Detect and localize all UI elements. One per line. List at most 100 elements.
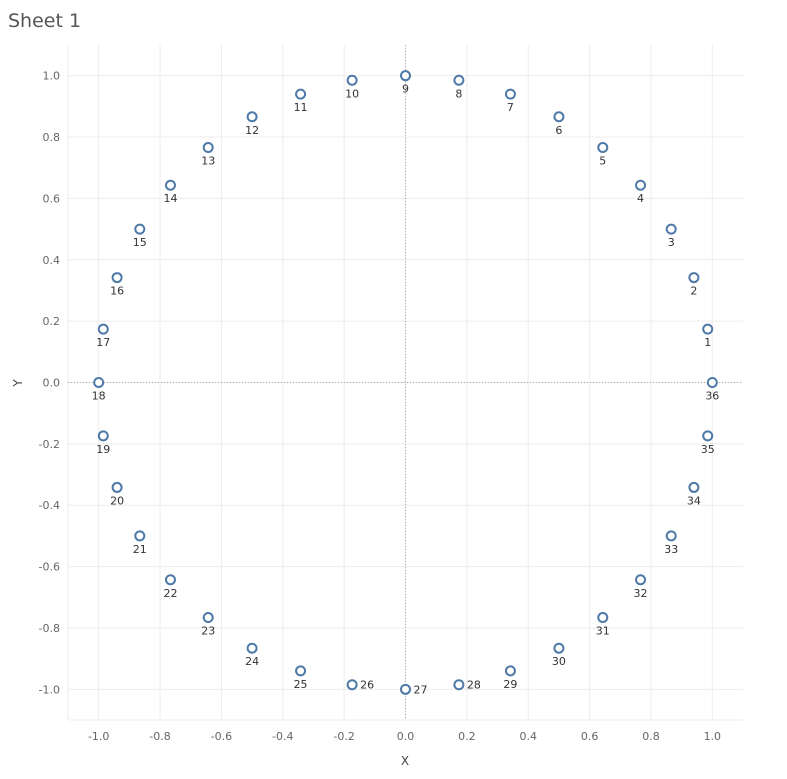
y-tick-label: 0.6: [43, 192, 61, 205]
x-tick-label: -0.2: [333, 730, 354, 743]
y-tick-label: -0.2: [39, 438, 60, 451]
y-axis-title: Y: [11, 379, 25, 388]
data-point[interactable]: [111, 481, 123, 493]
data-point[interactable]: [295, 88, 307, 100]
point-label: 31: [596, 625, 610, 638]
data-point[interactable]: [453, 679, 465, 691]
x-tick-label: 1.0: [704, 730, 722, 743]
point-label: 30: [552, 655, 566, 668]
point-label: 15: [133, 236, 147, 249]
data-point[interactable]: [111, 272, 123, 284]
point-label: 22: [163, 587, 177, 600]
point-label: 25: [294, 678, 308, 691]
data-point[interactable]: [202, 612, 214, 624]
x-tick-label: -1.0: [88, 730, 109, 743]
sheet-title: Sheet 1: [8, 10, 82, 32]
point-label: 36: [705, 390, 719, 403]
point-label: 12: [245, 124, 259, 137]
y-tick-label: -0.6: [39, 561, 60, 574]
data-point[interactable]: [164, 179, 176, 191]
point-label: 34: [687, 494, 701, 507]
y-tick-label: 0.4: [43, 254, 61, 267]
point-label: 27: [414, 683, 428, 696]
point-label: 17: [96, 336, 110, 349]
point-label: 23: [201, 625, 215, 638]
data-point[interactable]: [134, 530, 146, 542]
data-point[interactable]: [246, 111, 258, 123]
data-points[interactable]: [93, 70, 718, 695]
x-tick-label: -0.4: [272, 730, 293, 743]
point-label: 9: [402, 83, 409, 96]
data-point[interactable]: [553, 642, 565, 654]
y-tick-label: 0.8: [43, 131, 61, 144]
point-label: 18: [92, 390, 106, 403]
point-label: 35: [701, 443, 715, 456]
point-label: 16: [110, 285, 124, 298]
data-point[interactable]: [665, 223, 677, 235]
data-point[interactable]: [504, 88, 516, 100]
point-label: 20: [110, 494, 124, 507]
data-point[interactable]: [246, 642, 258, 654]
point-label: 7: [507, 101, 514, 114]
point-label: 26: [360, 679, 374, 692]
point-label: 8: [455, 87, 462, 100]
x-tick-label: 0.0: [397, 730, 415, 743]
x-axis-ticks: -1.0 -0.8 -0.6 -0.4 -0.2 0.0 0.2 0.4 0.6 0.8 1.0: [88, 730, 721, 743]
point-label: 5: [599, 154, 606, 167]
point-label: 13: [201, 154, 215, 167]
y-tick-label: 1.0: [43, 70, 61, 83]
x-tick-label: -0.8: [149, 730, 170, 743]
x-axis-title: X: [401, 754, 409, 768]
data-point[interactable]: [202, 141, 214, 153]
data-point[interactable]: [553, 111, 565, 123]
point-label: 10: [345, 87, 359, 100]
point-labels: 1234567891011121314151617181920212223242…: [92, 83, 720, 697]
data-point[interactable]: [93, 377, 105, 388]
data-point[interactable]: [346, 679, 358, 691]
data-point[interactable]: [400, 70, 411, 82]
x-tick-label: 0.4: [519, 730, 537, 743]
point-label: 28: [467, 679, 481, 692]
point-label: 19: [96, 443, 110, 456]
data-point[interactable]: [164, 574, 176, 586]
data-point[interactable]: [597, 612, 609, 624]
point-label: 4: [637, 192, 644, 205]
data-point[interactable]: [665, 530, 677, 542]
x-tick-label: -0.6: [211, 730, 232, 743]
data-point[interactable]: [295, 665, 307, 677]
data-point[interactable]: [453, 74, 465, 86]
data-point[interactable]: [688, 481, 700, 493]
data-point[interactable]: [635, 179, 647, 191]
data-point[interactable]: [97, 323, 109, 335]
point-label: 32: [634, 587, 648, 600]
y-tick-label: -0.8: [39, 622, 60, 635]
data-point[interactable]: [134, 223, 146, 235]
y-tick-label: -0.4: [39, 499, 60, 512]
data-point[interactable]: [400, 683, 411, 695]
x-tick-label: 0.6: [581, 730, 599, 743]
y-tick-label: -1.0: [39, 683, 60, 696]
point-label: 29: [503, 678, 517, 691]
point-label: 2: [690, 285, 697, 298]
data-point[interactable]: [706, 377, 718, 388]
data-point[interactable]: [97, 430, 109, 442]
y-axis-ticks: -1.0 -0.8 -0.6 -0.4 -0.2 0.0 0.2 0.4 0.6 0.8 1.0: [39, 70, 60, 697]
point-label: 1: [704, 336, 711, 349]
data-point[interactable]: [504, 665, 516, 677]
point-label: 21: [133, 543, 147, 556]
data-point[interactable]: [702, 323, 714, 335]
point-label: 3: [668, 236, 675, 249]
data-point[interactable]: [346, 74, 358, 86]
data-point[interactable]: [702, 430, 714, 442]
point-label: 24: [245, 655, 259, 668]
point-label: 11: [294, 101, 308, 114]
data-point[interactable]: [597, 141, 609, 153]
x-tick-label: 0.8: [642, 730, 660, 743]
y-tick-label: 0.2: [43, 315, 61, 328]
y-tick-label: 0.0: [43, 377, 61, 390]
point-label: 6: [555, 124, 562, 137]
data-point[interactable]: [635, 574, 647, 586]
data-point[interactable]: [688, 272, 700, 284]
point-label: 33: [664, 543, 678, 556]
